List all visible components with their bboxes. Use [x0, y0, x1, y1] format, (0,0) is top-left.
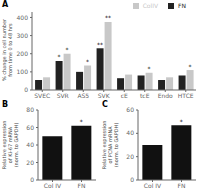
html-text:FN: FN — [178, 2, 186, 9]
svg-text:Col IV: Col IV — [144, 182, 162, 189]
svg-text:Endo: Endo — [158, 92, 173, 99]
svg-text:SVEC: SVEC — [34, 92, 50, 99]
svg-text:*: * — [180, 118, 183, 125]
svg-text:300: 300 — [17, 32, 29, 39]
svg-text:100: 100 — [17, 68, 29, 75]
svg-text:HTCE: HTCE — [178, 92, 192, 99]
svg-text:400: 400 — [17, 14, 29, 21]
svg-text:*: * — [189, 63, 192, 70]
svg-text:Relative expressionof Ki-67 mR: Relative expressionof Ki-67 mRNA(norm. t… — [8, 121, 19, 170]
svg-text:0: 0 — [130, 176, 134, 183]
svg-text:**: ** — [97, 41, 103, 48]
svg-text:*: * — [148, 65, 151, 72]
svg-text:20: 20 — [26, 159, 34, 166]
svg-text:40: 40 — [126, 129, 134, 136]
svg-text:80: 80 — [26, 106, 34, 113]
html-text:B: B — [2, 100, 9, 109]
html-text:ColIV: ColIV — [142, 2, 158, 9]
svg-text:*: * — [80, 118, 83, 125]
svg-text:SVK: SVK — [98, 92, 111, 99]
svg-text:% change in cell numberfrom ti: % change in cell numberfrom time 0 to 48… — [8, 18, 13, 81]
svg-text:AS5: AS5 — [77, 92, 89, 99]
svg-text:60: 60 — [26, 124, 34, 131]
svg-text:200: 200 — [17, 50, 29, 57]
svg-text:0: 0 — [30, 176, 34, 183]
svg-text:cE: cE — [121, 92, 128, 99]
svg-text:**: ** — [105, 14, 111, 21]
svg-text:*: * — [58, 53, 61, 60]
svg-text:20: 20 — [126, 153, 134, 160]
svg-text:40: 40 — [26, 141, 34, 148]
svg-text:Relative expressionof PCNA mRN: Relative expressionof PCNA mRNA(norm. to… — [101, 121, 119, 170]
svg-text:SVR: SVR — [57, 92, 69, 99]
svg-text:*: * — [86, 58, 89, 65]
svg-text:tcE: tcE — [140, 92, 150, 99]
svg-text:FN: FN — [78, 182, 86, 189]
html-text:A: A — [2, 0, 9, 9]
html-text:C: C — [102, 100, 108, 109]
svg-text:60: 60 — [126, 106, 134, 113]
svg-text:FN: FN — [178, 182, 186, 189]
svg-text:Col IV: Col IV — [44, 182, 62, 189]
svg-text:*: * — [66, 46, 69, 53]
svg-text:0: 0 — [24, 86, 28, 93]
